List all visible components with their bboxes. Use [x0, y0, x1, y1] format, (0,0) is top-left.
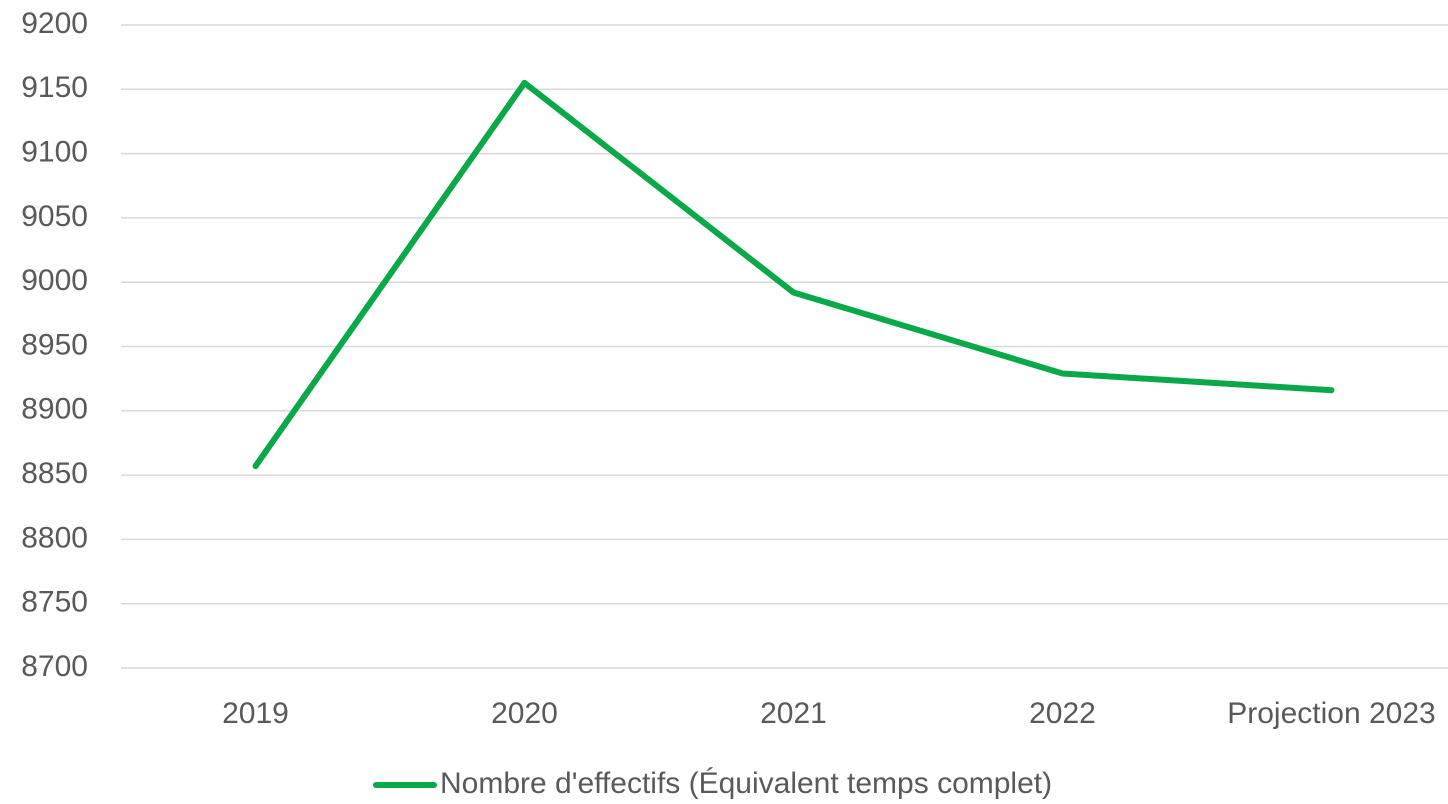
y-tick-label: 9050	[21, 200, 88, 233]
x-tick-label: 2021	[760, 697, 827, 730]
y-tick-label: 8950	[21, 328, 88, 361]
x-tick-label: 2020	[491, 697, 558, 730]
y-tick-label: 8750	[21, 586, 88, 619]
y-tick-label: 9150	[21, 71, 88, 104]
x-tick-label: 2019	[222, 697, 289, 730]
legend-label: Nombre d'effectifs (Équivalent temps com…	[440, 767, 1052, 800]
y-tick-label: 9200	[21, 7, 88, 40]
y-tick-label: 9100	[21, 136, 88, 169]
y-tick-label: 8700	[21, 650, 88, 683]
x-tick-label: Projection 2023	[1227, 697, 1435, 730]
y-tick-label: 8800	[21, 521, 88, 554]
y-tick-label: 8900	[21, 393, 88, 426]
y-tick-label: 9000	[21, 264, 88, 297]
data-line	[252, 79, 1335, 470]
x-tick-label: 2022	[1029, 697, 1096, 730]
y-tick-label: 8850	[21, 457, 88, 490]
